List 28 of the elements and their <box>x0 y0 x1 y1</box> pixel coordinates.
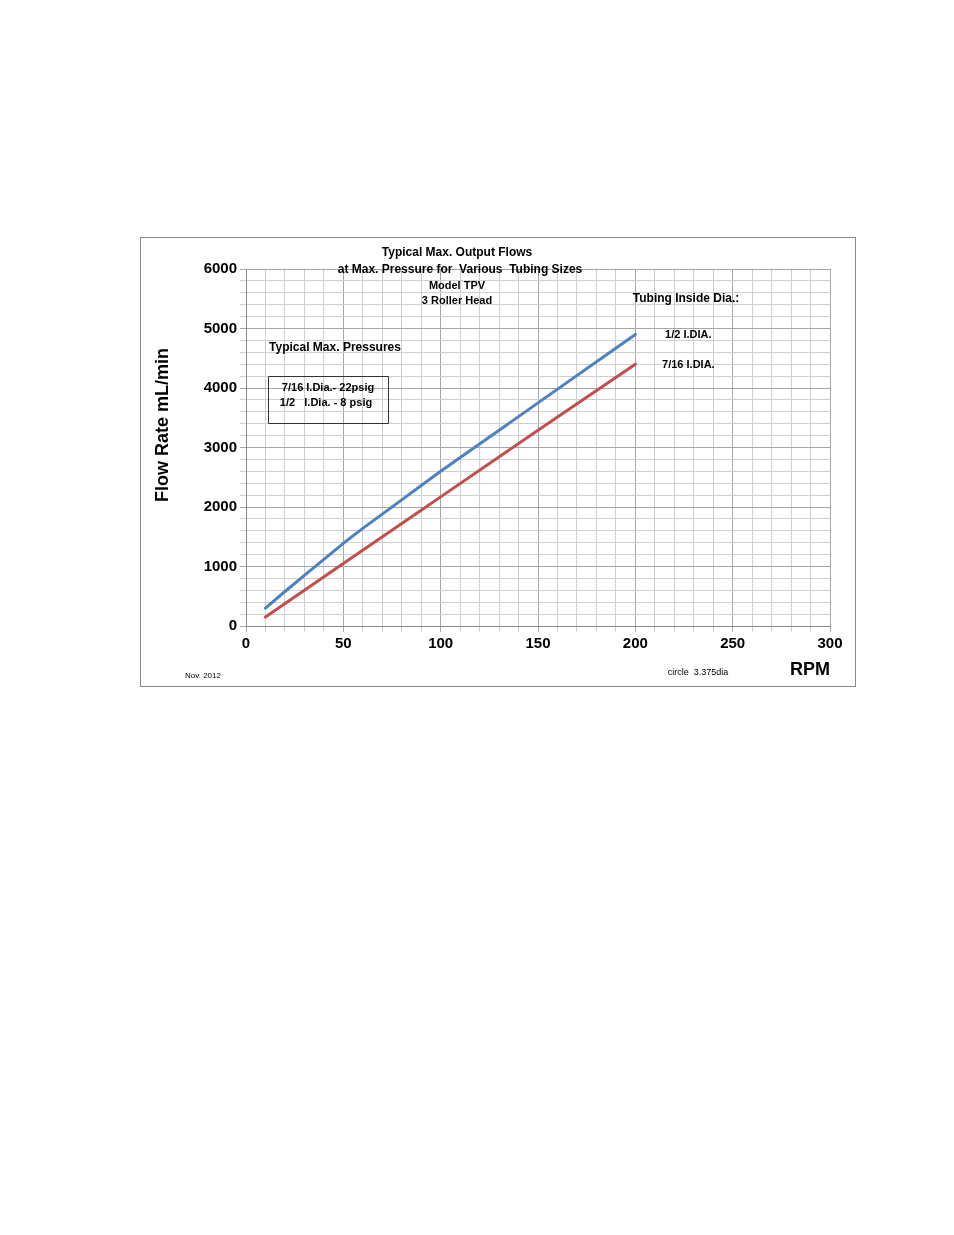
x-tick-label: 50 <box>334 634 352 652</box>
chart-subtitle: at Max. Pressure for Various Tubing Sizes <box>337 262 583 277</box>
x-tick-label: 0 <box>241 634 251 652</box>
y-tick-label: 1000 <box>203 556 237 574</box>
text: 1/2 I.DIA. <box>665 328 712 341</box>
x-tick-label: 300 <box>817 634 843 652</box>
y-tick-label: 4000 <box>203 378 237 396</box>
y-tick-label: 5000 <box>203 318 237 336</box>
chart-title: Typical Max. Output Flows <box>381 245 533 260</box>
y-tick-label: 3000 <box>203 437 237 455</box>
x-tick-label: 150 <box>525 634 551 652</box>
annotation: Model TPV <box>428 279 486 292</box>
annotation: Typical Max. Pressures <box>269 340 402 355</box>
text: 7/16 I.DIA. <box>662 358 715 371</box>
text: circle 3.375dia <box>667 667 729 678</box>
x-tick-label: 100 <box>428 634 454 652</box>
y-tick-label: 2000 <box>203 497 237 515</box>
annotation: 3 Roller Head <box>421 294 493 307</box>
text: Nov. 2012 <box>185 671 222 681</box>
annotation: Tubing Inside Dia.: <box>632 291 740 306</box>
x-axis-title: RPM <box>790 658 830 679</box>
y-tick-label: 0 <box>228 616 237 634</box>
annotation: 1/2 I.Dia. - 8 psig <box>279 396 373 409</box>
annotation: 7/16 I.Dia.- 22psig <box>281 381 375 394</box>
x-tick-label: 200 <box>622 634 648 652</box>
y-tick-label: 6000 <box>203 259 237 277</box>
y-axis-title: Flow Rate mL/min <box>151 347 172 503</box>
x-tick-label: 250 <box>720 634 746 652</box>
